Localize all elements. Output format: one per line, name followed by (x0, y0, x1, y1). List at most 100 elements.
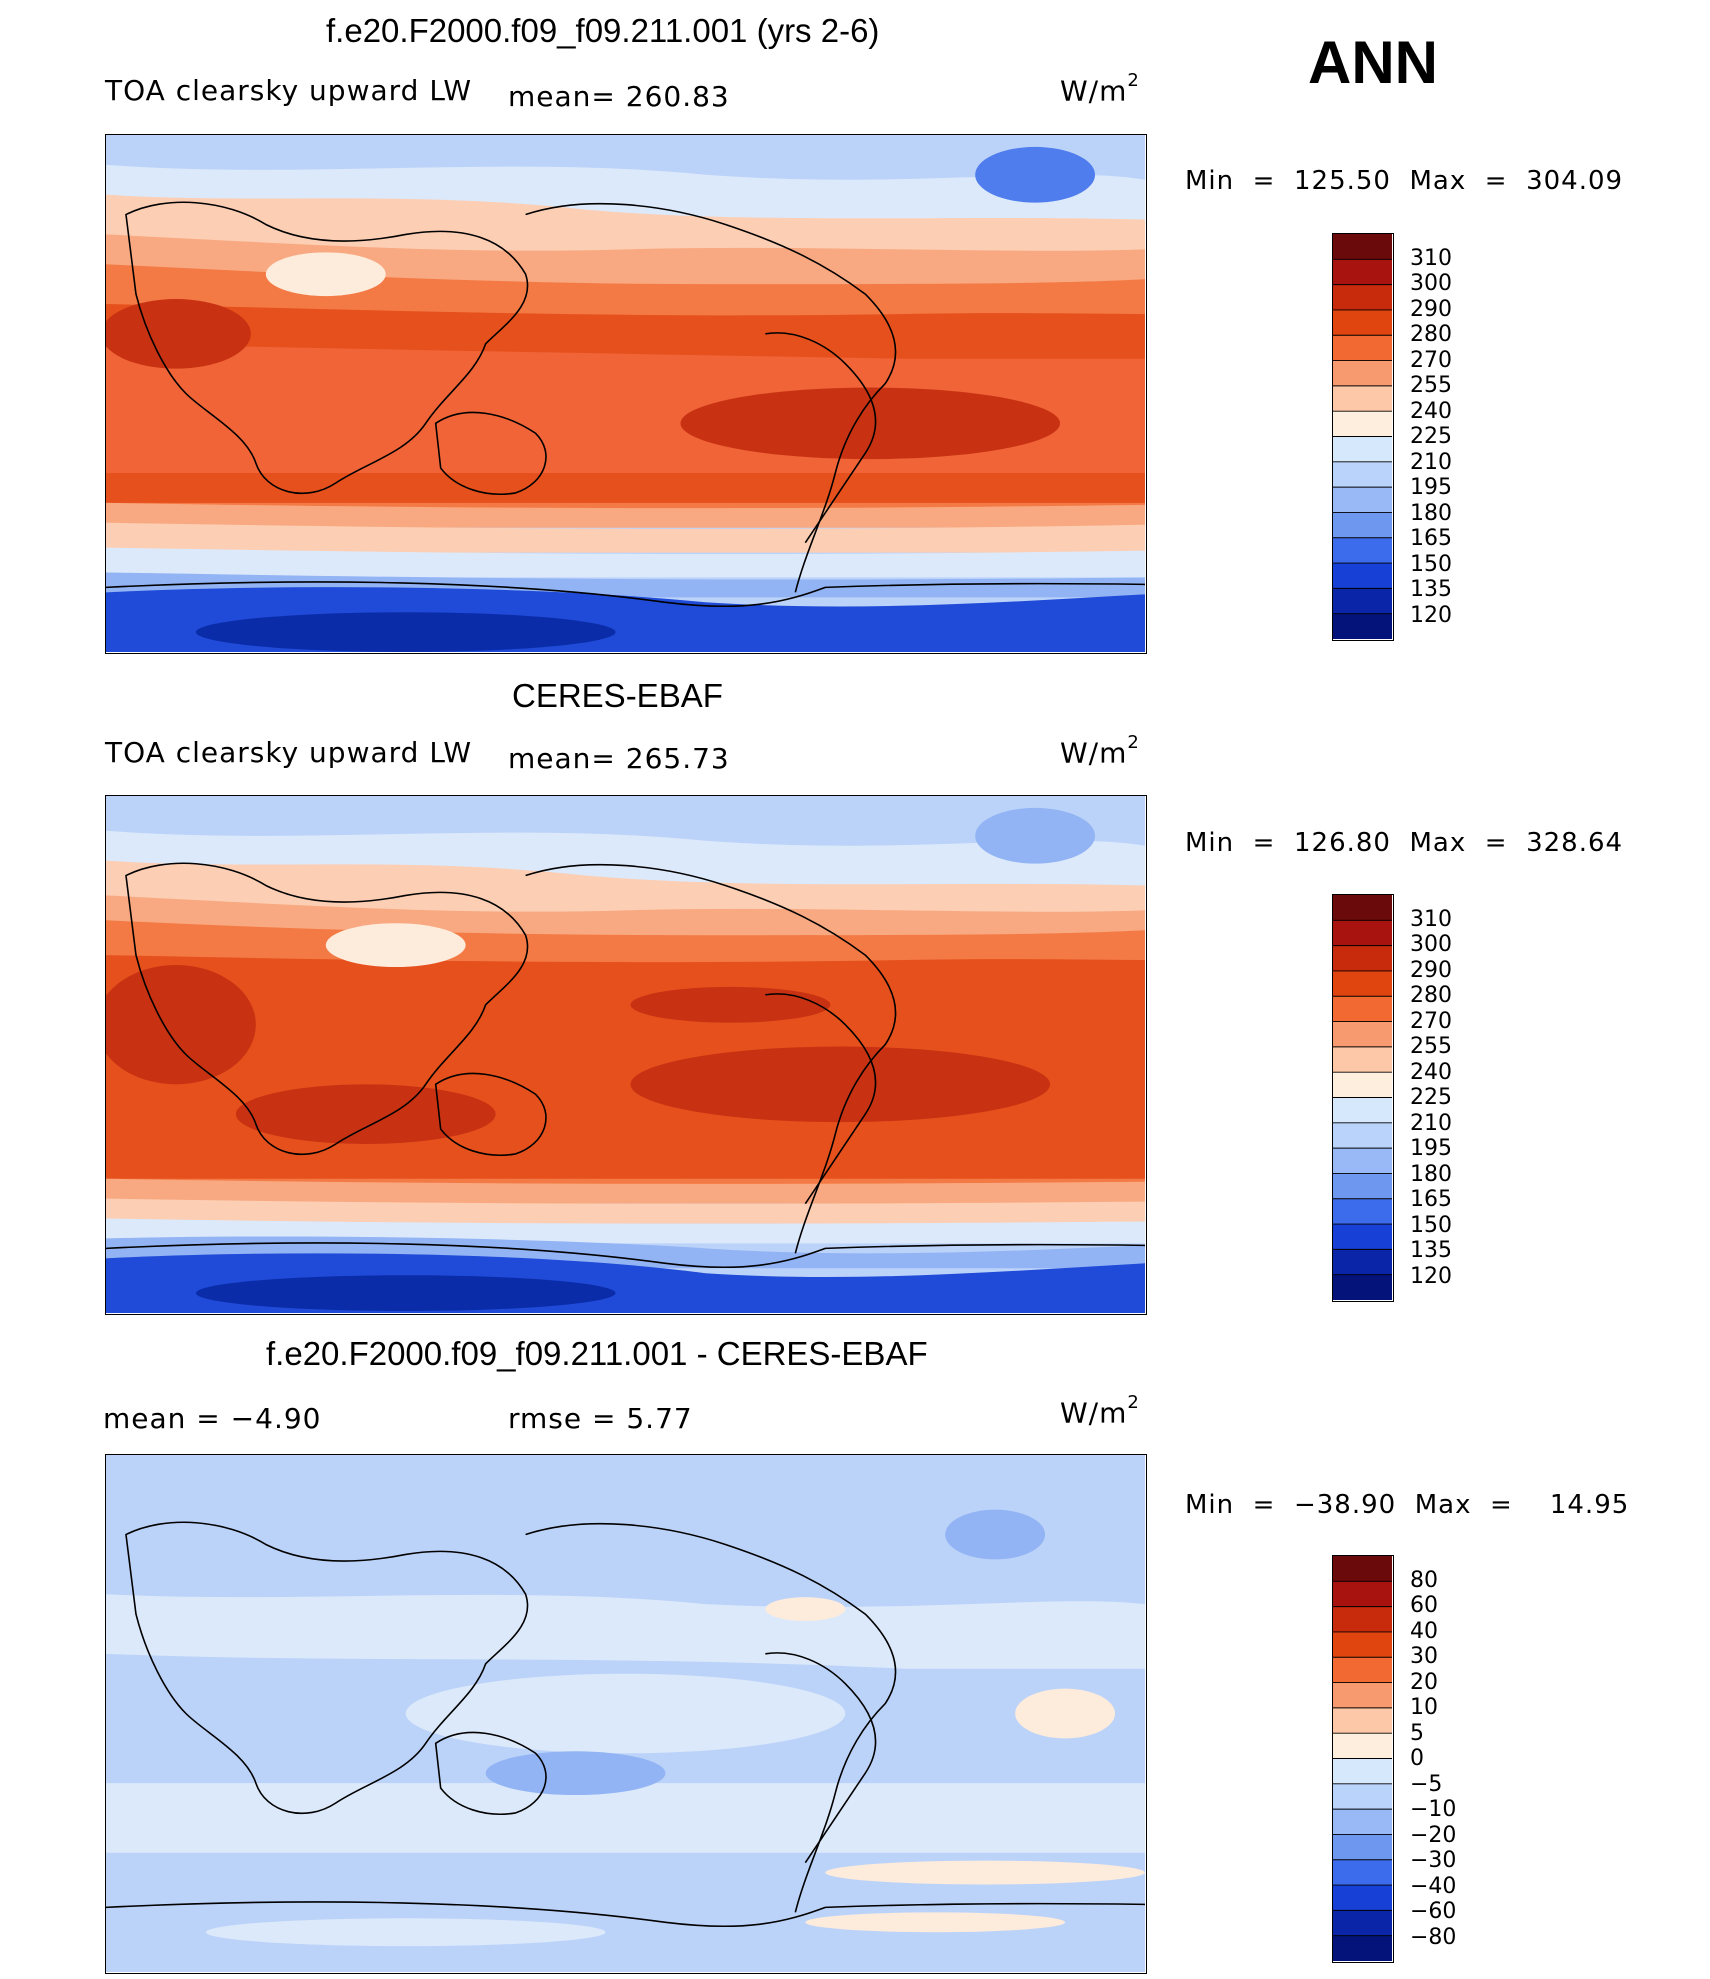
colorbar-level-label: 210 (1410, 1110, 1452, 1136)
colorbar-swatch (1333, 1935, 1392, 1961)
colorbar-swatch (1333, 970, 1392, 997)
colorbar-swatch (1333, 1758, 1392, 1785)
colorbar-level-label: −10 (1410, 1797, 1457, 1822)
panel-obs-map (96, 795, 1147, 1315)
colorbar-swatch (1333, 1097, 1392, 1124)
colorbar-level-label: 150 (1410, 1212, 1452, 1238)
panel-obs-units: W/m2 (1060, 732, 1140, 770)
colorbar-swatch (1333, 1657, 1392, 1684)
panel-model-mean-label: mean= 260.83 (508, 80, 730, 113)
panel-diff-map (105, 1454, 1147, 1974)
colorbar-level-label: 10 (1410, 1695, 1438, 1720)
colorbar-swatch (1333, 309, 1392, 336)
colorbar-swatch (1333, 1910, 1392, 1937)
colorbar-swatch (1333, 996, 1392, 1023)
colorbar-level-label: 290 (1410, 296, 1452, 322)
colorbar-swatches (1332, 1555, 1394, 1963)
colorbar-level-label: 195 (1410, 1136, 1452, 1161)
colorbar-swatch (1333, 1249, 1392, 1276)
colorbar-swatch (1333, 411, 1392, 437)
colorbar-swatch (1333, 1224, 1392, 1250)
colorbar-swatch (1333, 1859, 1392, 1886)
colorbar-level-label: 165 (1410, 526, 1452, 551)
colorbar-level-label: 120 (1410, 1263, 1452, 1289)
colorbar-swatch (1333, 1631, 1392, 1658)
colorbar-swatch (1333, 1021, 1392, 1048)
colorbar-level-label: −60 (1410, 1899, 1457, 1924)
colorbar-level-label: 290 (1410, 957, 1452, 983)
colorbar-swatch (1333, 613, 1392, 639)
colorbar-level-label: 210 (1410, 449, 1452, 475)
colorbar-swatch-svg (1333, 895, 1392, 1300)
panel-diff-mean-label: mean = −4.90 (103, 1402, 322, 1435)
panel-diff-contour-field (105, 1455, 1146, 1972)
colorbar-level-label: 180 (1410, 500, 1452, 526)
colorbar-level-label: 255 (1410, 1034, 1452, 1059)
colorbar-level-label: 225 (1410, 1085, 1452, 1110)
colorbar-swatches (1332, 233, 1394, 641)
colorbar-swatch (1333, 385, 1392, 412)
colorbar-level-label: 310 (1410, 906, 1452, 932)
colorbar-swatch (1333, 335, 1392, 362)
units-exponent: 2 (1127, 732, 1140, 753)
colorbar-level-label: 5 (1410, 1720, 1424, 1746)
units-text: W/m (1060, 1396, 1128, 1430)
colorbar-swatch-svg (1333, 234, 1392, 639)
units-text: W/m (1060, 736, 1128, 770)
colorbar-level-label: 300 (1410, 271, 1452, 296)
colorbar-level-label: 30 (1410, 1644, 1438, 1669)
panel-obs-mean-label: mean= 265.73 (508, 742, 730, 775)
colorbar-swatch (1333, 588, 1392, 615)
colorbar-swatch (1333, 1122, 1392, 1149)
colorbar-swatch (1333, 487, 1392, 513)
colorbar-swatch (1333, 1834, 1392, 1861)
colorbar-level-label: 165 (1410, 1187, 1452, 1212)
colorbar-level-label: 120 (1410, 602, 1452, 628)
colorbar-level-label: 270 (1410, 347, 1452, 373)
colorbar-swatch (1333, 945, 1392, 972)
colorbar-swatch (1333, 1733, 1392, 1759)
colorbar-level-label: −30 (1410, 1848, 1457, 1873)
colorbar-level-label: 135 (1410, 577, 1452, 602)
panel-model-units: W/m2 (1060, 70, 1140, 108)
colorbar-level-label: 40 (1410, 1618, 1438, 1644)
colorbar-swatch (1333, 537, 1392, 564)
units-text: W/m (1060, 74, 1128, 108)
colorbar-swatch (1333, 1198, 1392, 1225)
panel-obs-min-max: Min = 126.80 Max = 328.64 (1185, 828, 1624, 858)
colorbar-swatch (1333, 234, 1392, 260)
colorbar-swatch (1333, 259, 1392, 286)
colorbar-level-label: −40 (1410, 1873, 1457, 1899)
units-exponent: 2 (1127, 1392, 1140, 1413)
colorbar-swatch (1333, 1148, 1392, 1174)
colorbar-swatch (1333, 1274, 1392, 1300)
colorbar-level-label: 80 (1410, 1567, 1438, 1593)
colorbar-level-label: 270 (1410, 1008, 1452, 1034)
colorbar-swatch (1333, 1606, 1392, 1633)
colorbar-level-label: 225 (1410, 424, 1452, 449)
panel-obs-title: CERES-EBAF (512, 677, 723, 714)
colorbar-level-label: 310 (1410, 245, 1452, 271)
colorbar-level-label: −20 (1410, 1822, 1457, 1848)
panel-obs-contour-field (96, 796, 1146, 1313)
colorbar-swatch (1333, 1072, 1392, 1098)
colorbar-swatch (1333, 563, 1392, 589)
colorbar-swatch (1333, 1173, 1392, 1200)
colorbar-swatch (1333, 1707, 1392, 1734)
colorbar-swatch (1333, 284, 1392, 311)
colorbar-level-label: −80 (1410, 1924, 1457, 1950)
panel-model-min-max: Min = 125.50 Max = 304.09 (1185, 166, 1624, 196)
colorbar-level-label: 255 (1410, 373, 1452, 398)
colorbar-level-label: 180 (1410, 1161, 1452, 1187)
panel-model-title: f.e20.F2000.f09_f09.211.001 (yrs 2-6) (326, 12, 880, 49)
panel-model-contour-field (101, 135, 1146, 652)
colorbar-level-label: 135 (1410, 1238, 1452, 1263)
colorbar-swatch (1333, 360, 1392, 387)
colorbar-swatches (1332, 894, 1394, 1302)
panel-diff-min-max: Min = −38.90 Max = 14.95 (1185, 1490, 1630, 1520)
colorbar-level-label: 240 (1410, 1059, 1452, 1085)
colorbar-swatch-svg (1333, 1556, 1392, 1961)
colorbar-swatch (1333, 1783, 1392, 1810)
colorbar-level-label: 300 (1410, 932, 1452, 957)
colorbar-swatch (1333, 461, 1392, 488)
